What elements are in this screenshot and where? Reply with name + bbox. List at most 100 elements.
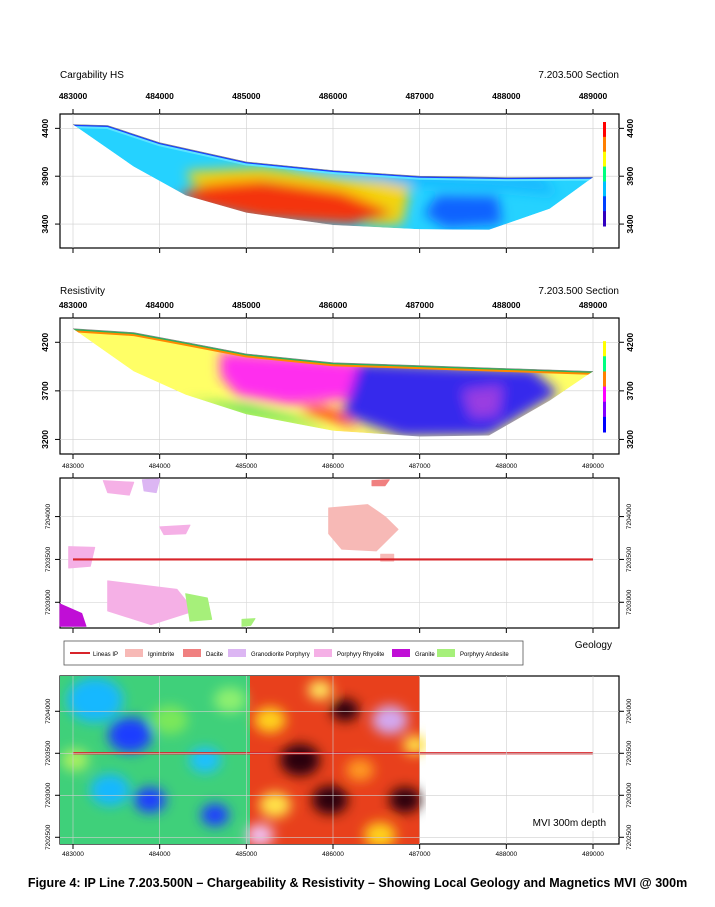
geology-xlabel-4: 487000	[409, 463, 431, 470]
resistivity-xlabel-6: 489000	[579, 300, 608, 310]
mag-blob-3	[152, 705, 188, 735]
legend-label-2: Dacite	[206, 652, 224, 658]
resistivity-colorbar	[603, 326, 606, 433]
resistivity-zones	[185, 352, 559, 437]
geology-ylabel-left-2: 7203000	[45, 589, 52, 615]
geology-xlabel-3: 486000	[322, 463, 344, 470]
mag-blob-2	[90, 774, 130, 806]
resistivity-zone-purple-patch	[463, 386, 502, 418]
magnetics-ylabel-right-2: 7203000	[626, 782, 633, 808]
chargeability-topography	[72, 124, 594, 178]
mag-blob-14	[259, 792, 291, 818]
legend-swatch-5	[392, 649, 410, 657]
geology-xlabel-0: 483000	[62, 463, 84, 470]
mag-blob-12	[372, 705, 408, 735]
resistivity-ylabel-left-1: 3700	[40, 381, 50, 400]
geology-xlabel-5: 488000	[495, 463, 517, 470]
mag-blob-5	[134, 787, 166, 813]
mag-blob-0	[67, 677, 123, 723]
magnetics-title-bg	[520, 813, 612, 831]
magnetics-xlabel-6: 489000	[582, 851, 604, 858]
resistivity-ylabel-left-2: 3200	[40, 430, 50, 449]
geology-unit-9	[59, 603, 87, 627]
mag-blob-9	[254, 707, 286, 733]
geology-ylabel-right-1: 7203500	[626, 546, 633, 572]
chargeability-panel: Cargability HS 7.203.500 Section 483000 484…	[40, 70, 635, 253]
legend-label-0: Lineas IP	[93, 652, 118, 658]
chargeability-xlabel-1: 484000	[145, 91, 174, 101]
resistivity-xlabel-4: 487000	[405, 300, 434, 310]
chargeability-ylabel-left-1: 3900	[40, 166, 50, 185]
geology-unit-8	[241, 618, 256, 627]
mag-blob-17	[246, 823, 274, 844]
geology-legend: Lineas IP Ignimbrite Dacite Granodiorite Po…	[63, 640, 524, 666]
legend-swatch-6	[437, 649, 455, 657]
geology-xlabel-2: 485000	[235, 463, 257, 470]
mag-blob-6	[201, 803, 229, 827]
resistivity-colorbar-step-5	[603, 401, 606, 418]
chargeability-ylabel-right-2: 3400	[625, 214, 635, 233]
resistivity-ylabel-right-1: 3700	[625, 381, 635, 400]
mag-blob-1	[108, 717, 152, 753]
magnetics-xlabel-0: 483000	[62, 851, 84, 858]
geology-unit-10	[371, 479, 390, 487]
magnetics-ylabel-left-1: 7203500	[45, 740, 52, 766]
chargeability-title: Cargability HS	[60, 70, 124, 81]
chargeability-zone-moderate	[185, 167, 411, 226]
mag-blob-15	[346, 758, 374, 782]
resistivity-xlabel-3: 486000	[319, 300, 348, 310]
magnetics-title: MVI 300m depth	[533, 818, 606, 829]
chargeability-xlabel-5: 488000	[492, 91, 521, 101]
chargeability-xlabel-3: 486000	[319, 91, 348, 101]
figure-panels: Cargability HS 7.203.500 Section 483000 484…	[40, 70, 635, 858]
resistivity-topography	[72, 328, 594, 372]
chargeability-colorbar	[603, 122, 606, 227]
magnetics-xlabel-1: 484000	[149, 851, 171, 858]
resistivity-xlabel-5: 488000	[492, 300, 521, 310]
legend-label-4: Porphyry Rhyolite	[337, 652, 385, 658]
mag-anomalies	[61, 677, 426, 844]
mag-blob-16	[389, 787, 421, 813]
mag-blob-13	[312, 785, 348, 815]
geology-xlabel-1: 484000	[149, 463, 171, 470]
legend-label-5: Granite	[415, 652, 435, 658]
mag-blob-4	[189, 747, 221, 773]
resistivity-ylabel-right-2: 3200	[625, 430, 635, 449]
geology-unit-6	[141, 478, 161, 494]
legend-label-3: Granodiorite Porphyry	[251, 652, 310, 658]
mag-blob-18	[364, 822, 396, 844]
mag-blob-10	[280, 744, 320, 776]
geology-unit-7	[185, 593, 213, 622]
magnetics-panel: 483000 484000 485000 486000 487000 488000 4890…	[45, 675, 633, 858]
magnetics-ylabel-left-3: 7202500	[45, 824, 52, 850]
resistivity-colorbar-step-1	[603, 341, 606, 357]
legend-swatch-1	[125, 649, 143, 657]
resistivity-colorbar-step-2	[603, 356, 606, 372]
magnetics-xlabel-4: 487000	[409, 851, 431, 858]
chargeability-colorbar-step-1	[603, 136, 606, 153]
chargeability-colorbar-step-0	[603, 122, 606, 138]
geology-ylabel-left-1: 7203500	[45, 546, 52, 572]
chargeability-colorbar-step-2	[603, 151, 606, 168]
geology-unit-0	[328, 504, 399, 552]
chargeability-ylabel-right-1: 3900	[625, 166, 635, 185]
geology-unit-2	[107, 580, 195, 626]
chargeability-xlabel-6: 489000	[579, 91, 608, 101]
chargeability-xlabel-0: 483000	[59, 91, 88, 101]
chargeability-xlabel-2: 485000	[232, 91, 261, 101]
resistivity-title: Resistivity	[60, 286, 105, 297]
resistivity-ylabel-right-0: 4200	[625, 333, 635, 352]
mag-right-base	[250, 676, 420, 844]
resistivity-colorbar-step-6	[603, 416, 606, 433]
chargeability-xlabel-4: 487000	[405, 91, 434, 101]
magnetics-ylabel-right-0: 7204000	[626, 698, 633, 724]
resistivity-colorbar-step-3	[603, 371, 606, 388]
magnetics-xlabel-2: 485000	[235, 851, 257, 858]
chargeability-ylabel-left-2: 3400	[40, 214, 50, 233]
resistivity-colorbar-step-0	[603, 326, 606, 342]
resistivity-zone-resistive-blue	[341, 362, 559, 437]
resistivity-panel: Resistivity 7.203.500 Section 483000 484000…	[40, 286, 635, 459]
mag-blob-7	[61, 748, 89, 772]
chargeability-colorbar-step-5	[603, 196, 606, 212]
